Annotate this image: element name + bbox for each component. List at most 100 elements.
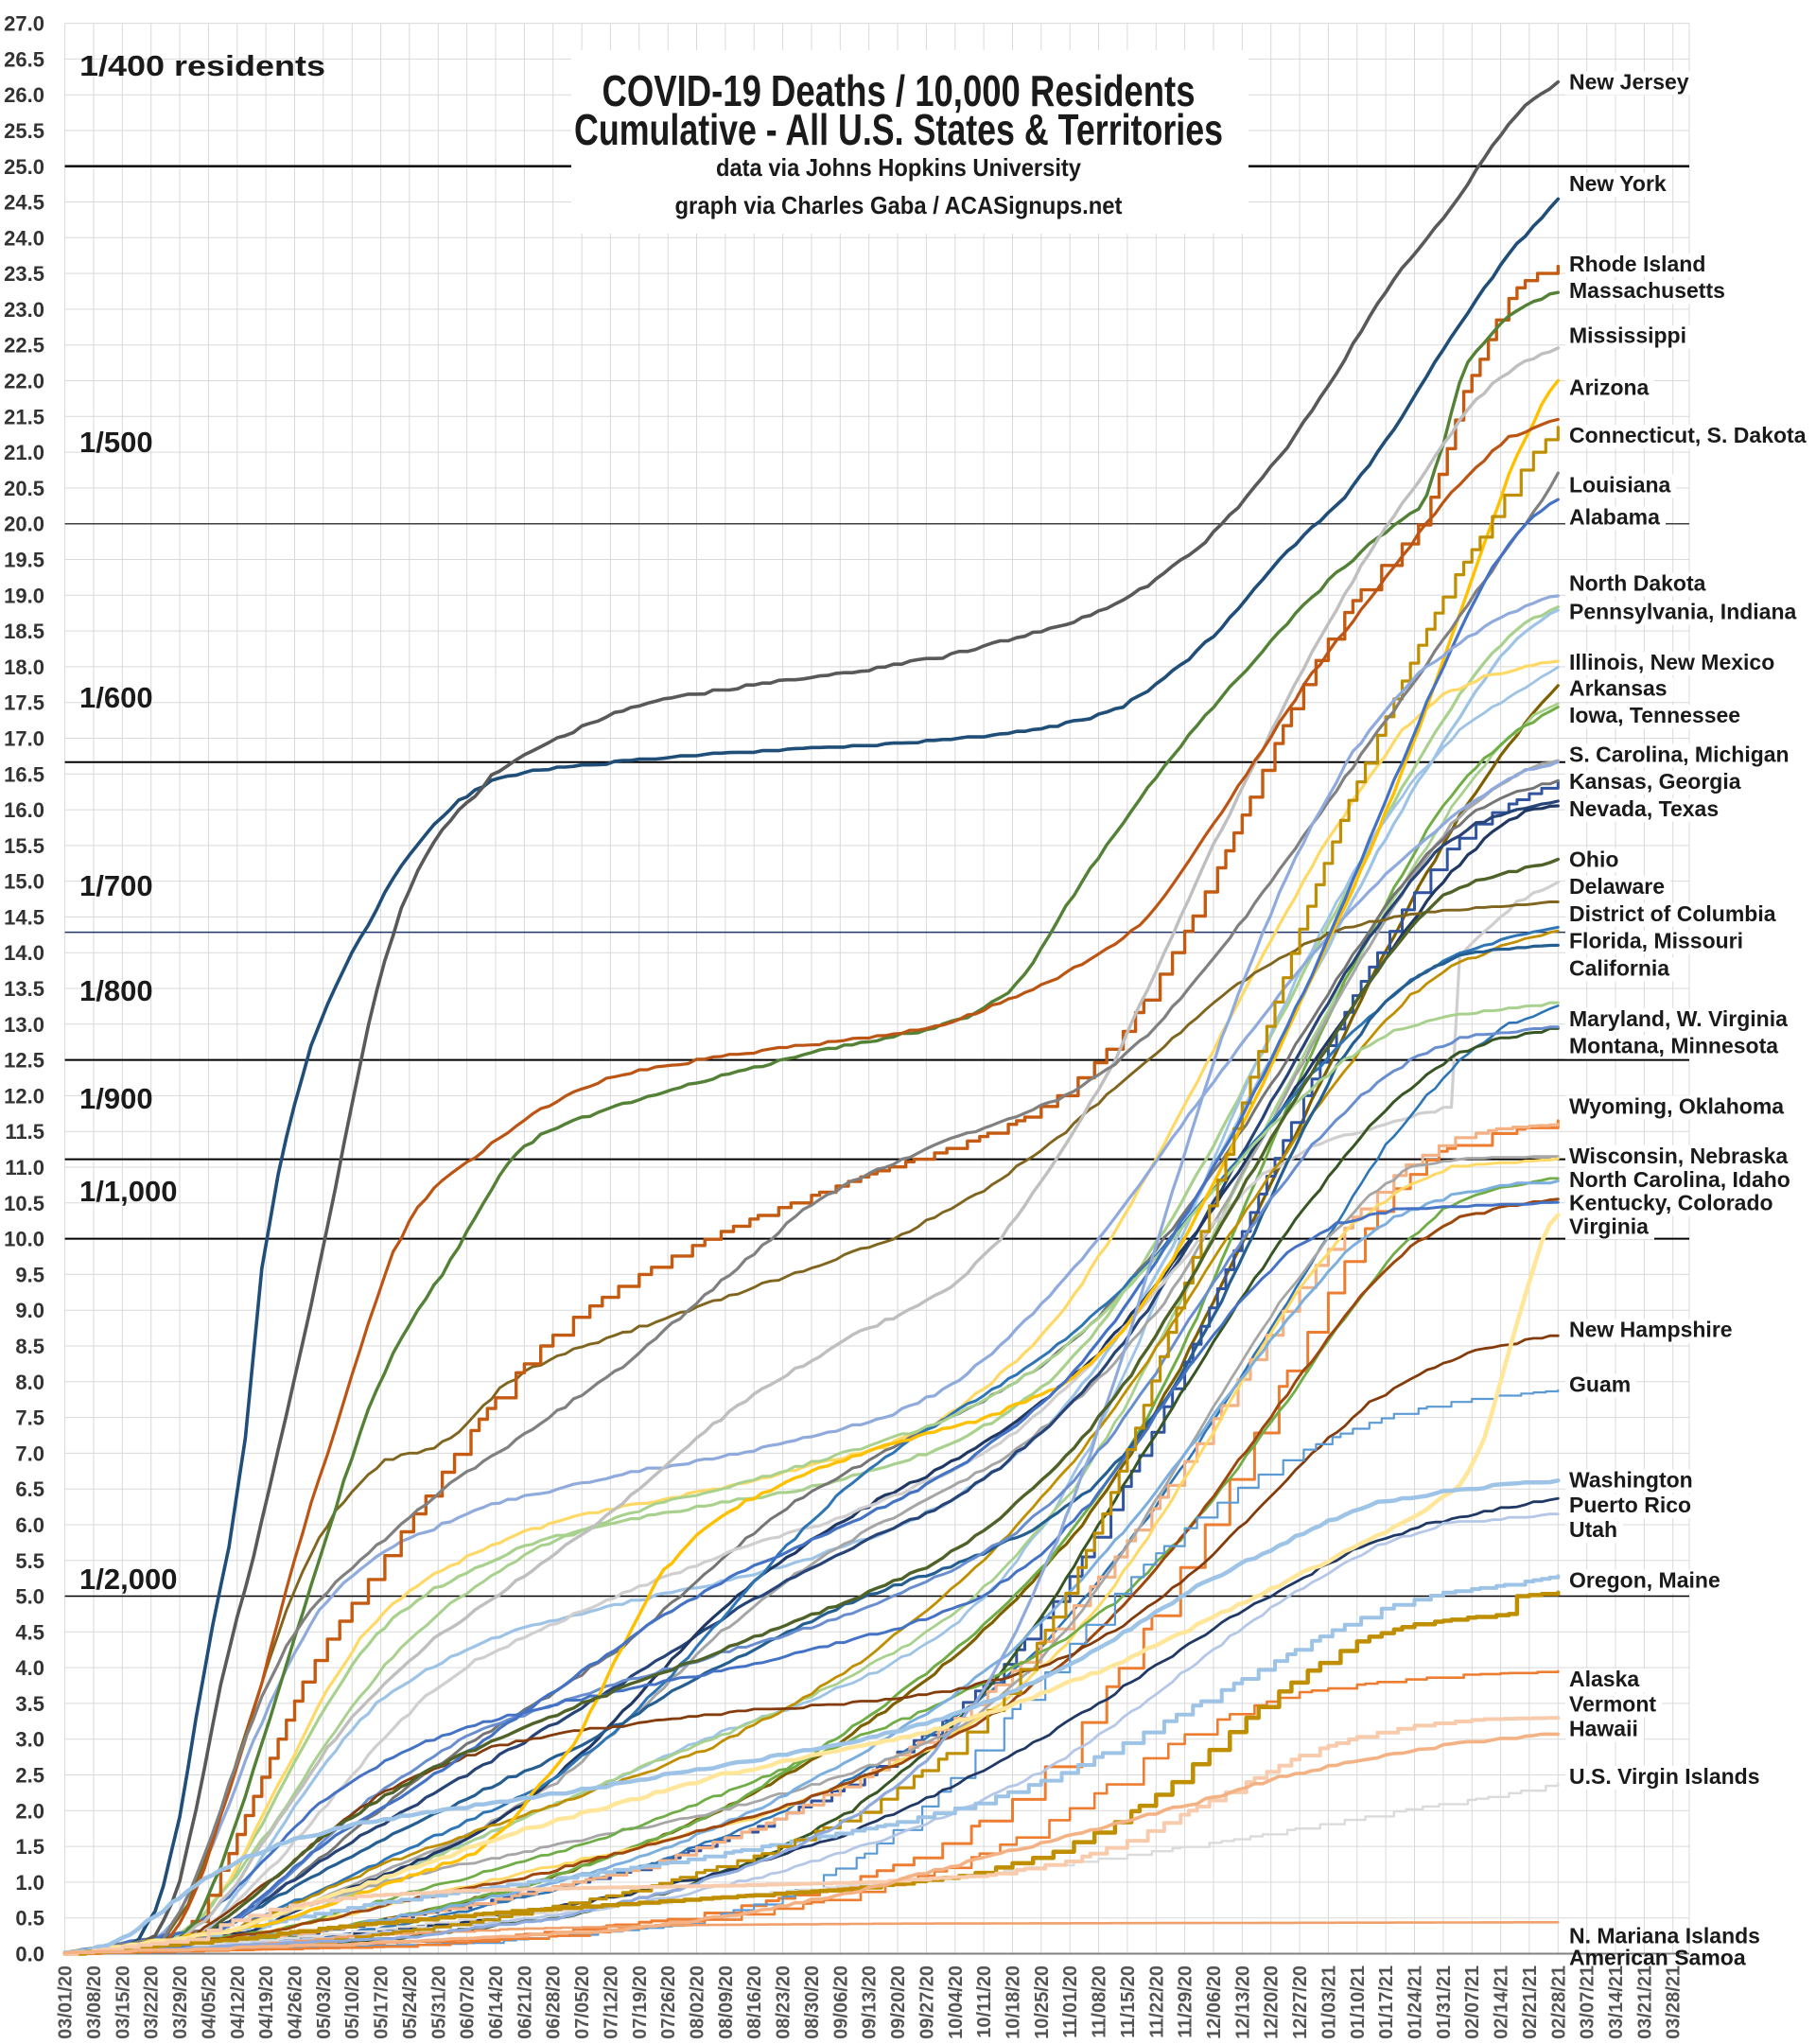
svg-text:11/08/20: 11/08/20 xyxy=(1090,1965,1110,2038)
svg-text:Montana, Minnesota: Montana, Minnesota xyxy=(1569,1034,1778,1058)
svg-text:07/26/20: 07/26/20 xyxy=(658,1965,679,2039)
svg-text:District of Columbia: District of Columbia xyxy=(1569,901,1776,926)
svg-text:08/02/20: 08/02/20 xyxy=(688,1965,708,2039)
svg-text:01/10/21: 01/10/21 xyxy=(1348,1965,1369,2039)
svg-text:Virginia: Virginia xyxy=(1569,1214,1649,1239)
svg-text:1/600: 1/600 xyxy=(79,681,153,714)
svg-text:01/31/21: 01/31/21 xyxy=(1434,1965,1455,2039)
svg-text:17.0: 17.0 xyxy=(4,727,44,751)
svg-text:2.5: 2.5 xyxy=(15,1764,44,1788)
svg-text:Illinois, New Mexico: Illinois, New Mexico xyxy=(1569,650,1774,674)
svg-text:03/22/20: 03/22/20 xyxy=(142,1965,163,2039)
svg-text:3.5: 3.5 xyxy=(15,1692,44,1716)
svg-text:1.0: 1.0 xyxy=(15,1871,44,1895)
svg-text:North Dakota: North Dakota xyxy=(1569,570,1706,595)
svg-text:09/27/20: 09/27/20 xyxy=(917,1965,937,2039)
svg-text:1/2,000: 1/2,000 xyxy=(79,1563,177,1596)
svg-text:1/900: 1/900 xyxy=(79,1082,153,1115)
svg-text:North Carolina, Idaho: North Carolina, Idaho xyxy=(1569,1167,1790,1192)
svg-text:California: California xyxy=(1569,955,1669,980)
svg-text:23.5: 23.5 xyxy=(4,262,44,286)
svg-text:12/20/20: 12/20/20 xyxy=(1262,1965,1283,2039)
svg-text:Mississippi: Mississippi xyxy=(1569,323,1686,348)
svg-text:02/14/21: 02/14/21 xyxy=(1492,1965,1512,2039)
svg-text:03/29/20: 03/29/20 xyxy=(170,1965,191,2039)
svg-text:18.5: 18.5 xyxy=(4,620,44,643)
svg-text:26.0: 26.0 xyxy=(4,83,44,107)
svg-text:11/15/20: 11/15/20 xyxy=(1118,1965,1139,2038)
svg-text:15.5: 15.5 xyxy=(4,834,44,858)
svg-text:03/21/21: 03/21/21 xyxy=(1634,1965,1655,2039)
svg-text:07/19/20: 07/19/20 xyxy=(630,1965,651,2039)
svg-text:11.0: 11.0 xyxy=(5,1156,44,1179)
svg-text:20.0: 20.0 xyxy=(4,513,44,536)
svg-text:14.0: 14.0 xyxy=(4,941,44,965)
svg-text:20.5: 20.5 xyxy=(4,477,44,500)
svg-text:Florida, Missouri: Florida, Missouri xyxy=(1569,929,1743,953)
svg-text:Massachusetts: Massachusetts xyxy=(1569,278,1725,303)
svg-text:05/10/20: 05/10/20 xyxy=(342,1965,363,2039)
svg-text:05/17/20: 05/17/20 xyxy=(372,1965,393,2039)
svg-text:11.5: 11.5 xyxy=(5,1120,44,1144)
svg-text:9.0: 9.0 xyxy=(15,1299,44,1322)
svg-text:25.5: 25.5 xyxy=(4,119,44,143)
svg-text:06/21/20: 06/21/20 xyxy=(515,1965,535,2039)
svg-text:Washington: Washington xyxy=(1569,1468,1693,1493)
svg-text:01/03/21: 01/03/21 xyxy=(1318,1965,1339,2039)
svg-text:10/25/20: 10/25/20 xyxy=(1032,1965,1053,2039)
svg-text:13.0: 13.0 xyxy=(4,1013,44,1037)
svg-text:graph via Charles Gaba / ACASi: graph via Charles Gaba / ACASignups.net xyxy=(675,191,1123,219)
svg-text:05/03/20: 05/03/20 xyxy=(314,1965,335,2039)
svg-text:American Samoa: American Samoa xyxy=(1569,1946,1746,1970)
svg-text:23.0: 23.0 xyxy=(4,298,44,322)
svg-text:6.5: 6.5 xyxy=(15,1477,44,1501)
svg-text:05/24/20: 05/24/20 xyxy=(400,1965,421,2039)
svg-text:19.5: 19.5 xyxy=(4,549,44,572)
svg-text:Pennsylvania, Indiana: Pennsylvania, Indiana xyxy=(1569,600,1797,624)
svg-text:08/09/20: 08/09/20 xyxy=(716,1965,737,2039)
svg-text:Cumulative - All U.S. States &: Cumulative - All U.S. States & Territori… xyxy=(574,105,1223,154)
svg-text:12/06/20: 12/06/20 xyxy=(1204,1965,1225,2039)
svg-text:1/800: 1/800 xyxy=(79,974,153,1007)
svg-text:06/28/20: 06/28/20 xyxy=(544,1965,565,2039)
svg-text:12/13/20: 12/13/20 xyxy=(1232,1965,1253,2039)
svg-text:03/08/20: 03/08/20 xyxy=(84,1965,105,2039)
svg-text:07/12/20: 07/12/20 xyxy=(601,1965,621,2039)
svg-text:14.5: 14.5 xyxy=(4,905,44,929)
svg-text:11/01/20: 11/01/20 xyxy=(1060,1965,1081,2038)
svg-text:02/28/21: 02/28/21 xyxy=(1548,1965,1569,2039)
svg-text:11/22/20: 11/22/20 xyxy=(1146,1965,1167,2038)
svg-text:03/14/21: 03/14/21 xyxy=(1606,1965,1627,2039)
svg-text:08/23/20: 08/23/20 xyxy=(774,1965,794,2039)
svg-text:Ohio: Ohio xyxy=(1569,847,1618,871)
svg-text:Puerto Rico: Puerto Rico xyxy=(1569,1493,1691,1517)
svg-text:19.0: 19.0 xyxy=(4,584,44,607)
svg-text:09/13/20: 09/13/20 xyxy=(860,1965,881,2039)
svg-text:Kansas, Georgia: Kansas, Georgia xyxy=(1569,769,1741,794)
svg-text:24.0: 24.0 xyxy=(4,226,44,250)
svg-text:Louisiana: Louisiana xyxy=(1569,472,1671,497)
svg-text:Rhode Island: Rhode Island xyxy=(1569,252,1705,276)
svg-text:Kentucky, Colorado: Kentucky, Colorado xyxy=(1569,1191,1773,1215)
svg-text:10/18/20: 10/18/20 xyxy=(1004,1965,1024,2039)
svg-text:26.5: 26.5 xyxy=(4,47,44,71)
svg-text:24.5: 24.5 xyxy=(4,191,44,215)
svg-text:10.0: 10.0 xyxy=(4,1228,44,1251)
svg-text:04/26/20: 04/26/20 xyxy=(286,1965,306,2039)
svg-text:10/11/20: 10/11/20 xyxy=(974,1965,995,2038)
svg-text:7.0: 7.0 xyxy=(15,1441,44,1465)
svg-text:1/500: 1/500 xyxy=(79,426,153,459)
svg-text:S. Carolina, Michigan: S. Carolina, Michigan xyxy=(1569,742,1790,766)
svg-text:22.5: 22.5 xyxy=(4,334,44,358)
svg-text:02/21/21: 02/21/21 xyxy=(1520,1965,1541,2039)
svg-text:Delaware: Delaware xyxy=(1569,874,1665,899)
svg-text:12.5: 12.5 xyxy=(4,1049,44,1073)
svg-text:Connecticut, S. Dakota: Connecticut, S. Dakota xyxy=(1569,423,1807,447)
svg-text:1/1,000: 1/1,000 xyxy=(79,1175,177,1208)
svg-text:6.0: 6.0 xyxy=(15,1513,44,1537)
svg-text:Iowa, Tennessee: Iowa, Tennessee xyxy=(1569,703,1740,727)
svg-text:8.0: 8.0 xyxy=(15,1371,44,1394)
svg-text:Maryland, W. Virginia: Maryland, W. Virginia xyxy=(1569,1006,1788,1031)
svg-text:03/28/21: 03/28/21 xyxy=(1664,1965,1685,2039)
svg-text:5.5: 5.5 xyxy=(15,1549,44,1573)
